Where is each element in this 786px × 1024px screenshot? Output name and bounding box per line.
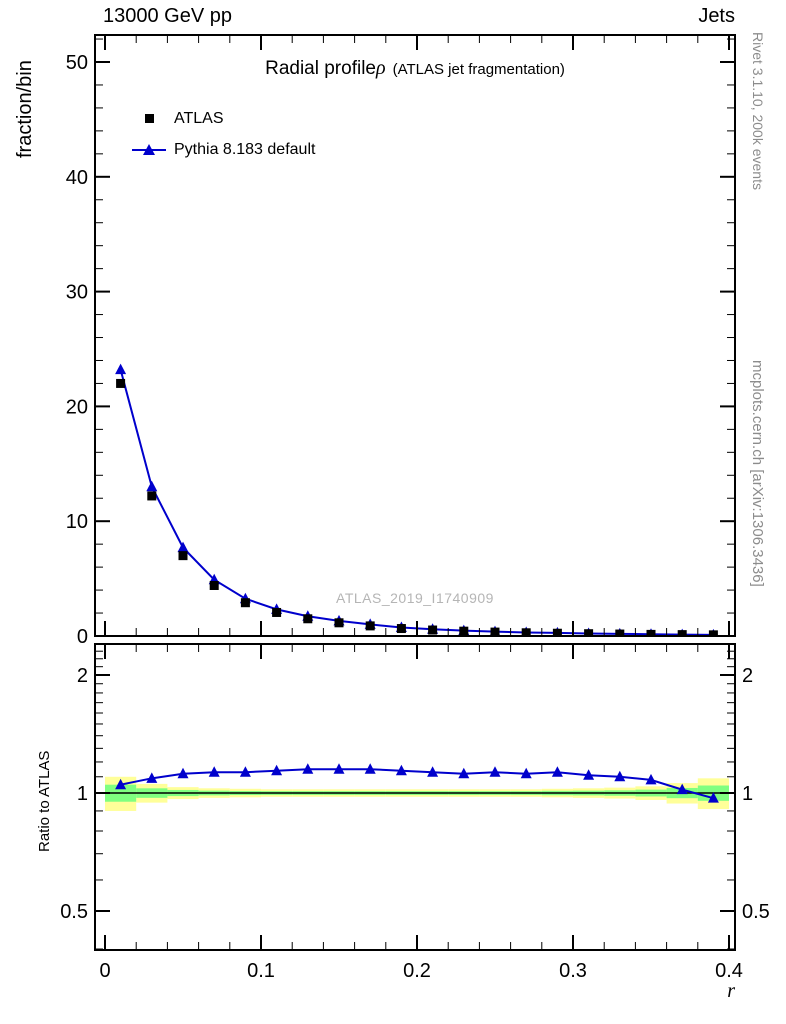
svg-text:2: 2 xyxy=(742,665,753,687)
process-label: Jets xyxy=(698,5,735,27)
pythia-line-triangle-marker-icon xyxy=(132,143,166,157)
axis-ticks xyxy=(96,36,734,950)
svg-text:10: 10 xyxy=(66,511,88,533)
svg-text:1: 1 xyxy=(77,783,88,805)
legend: ATLAS Pythia 8.183 default xyxy=(132,103,315,165)
svg-text:0.4: 0.4 xyxy=(715,960,743,982)
ratio-uncertainty-bands xyxy=(105,776,729,811)
svg-text:40: 40 xyxy=(66,167,88,189)
analysis-id-watermark: ATLAS_2019_I1740909 xyxy=(336,590,494,606)
x-axis-label: r xyxy=(727,980,735,1002)
mcplots-citation-note: mcplots.cern.ch [arXiv:1306.3436] xyxy=(749,360,766,587)
svg-text:20: 20 xyxy=(66,396,88,418)
plot-title-subtitle: (ATLAS jet fragmentation) xyxy=(392,61,565,78)
svg-text:0.3: 0.3 xyxy=(559,960,587,982)
plot-title-main: Radial profile xyxy=(265,58,376,79)
ratio-pythia-series xyxy=(115,763,719,803)
svg-text:0: 0 xyxy=(99,960,110,982)
plot-title: Radial profileρ (ATLAS jet fragmentation) xyxy=(95,57,735,80)
svg-text:30: 30 xyxy=(66,282,88,304)
legend-item-atlas: ATLAS xyxy=(132,103,315,134)
svg-text:0.5: 0.5 xyxy=(60,901,88,923)
legend-item-pythia: Pythia 8.183 default xyxy=(132,134,315,165)
svg-text:1: 1 xyxy=(742,783,753,805)
rivet-version-note: Rivet 3.1.10, 200k events xyxy=(750,32,766,190)
legend-label-pythia: Pythia 8.183 default xyxy=(174,140,316,158)
svg-text:0: 0 xyxy=(77,626,88,648)
legend-label-atlas: ATLAS xyxy=(174,109,224,127)
panel-frames xyxy=(94,34,736,951)
svg-text:50: 50 xyxy=(66,52,88,74)
svg-text:0.2: 0.2 xyxy=(403,960,431,982)
ratio-y-axis-label: Ratio to ATLAS xyxy=(36,750,53,852)
beam-energy-label: 13000 GeV pp xyxy=(103,5,232,27)
main-y-axis-label: fraction/bin xyxy=(14,60,36,158)
svg-text:0.1: 0.1 xyxy=(247,960,275,982)
svg-text:2: 2 xyxy=(77,665,88,687)
plot-title-symbol: ρ xyxy=(376,57,386,79)
atlas-square-marker-icon xyxy=(132,112,166,126)
svg-text:0.5: 0.5 xyxy=(742,901,770,923)
